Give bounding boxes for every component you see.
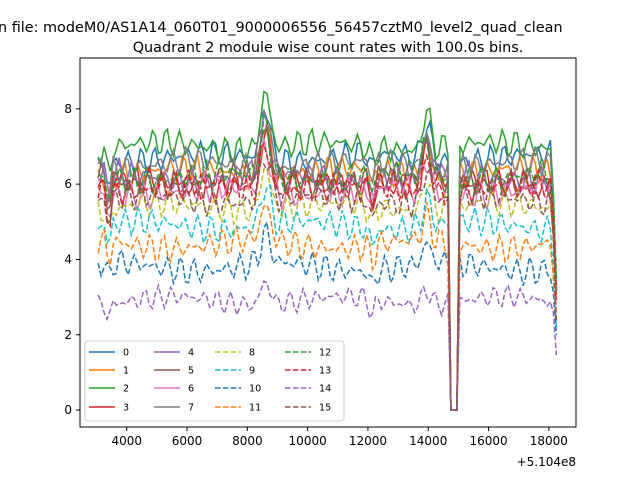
figure-suptitle: n file: modeM0/AS1A14_060T01_9000006556_… [0,20,563,36]
x-offset-label: +5.104e8 [517,455,576,469]
legend-label-13: 13 [319,366,331,377]
x-tick-label: 10000 [289,434,327,448]
legend-label-10: 10 [249,384,261,395]
x-tick-label: 4000 [111,434,142,448]
series-line-12 [97,113,558,411]
legend-label-11: 11 [249,403,261,414]
series-line-10 [97,219,558,411]
y-tick-label: 6 [64,177,72,191]
legend-label-2: 2 [123,384,129,395]
legend-label-4: 4 [188,348,194,359]
series-line-13 [97,142,558,411]
x-tick-label: 16000 [469,434,507,448]
y-tick-label: 8 [64,102,72,116]
series-line-14 [97,279,558,411]
legend-label-7: 7 [188,403,194,414]
legend-label-12: 12 [319,348,331,359]
legend-label-0: 0 [123,348,129,359]
x-tick-label: 8000 [232,434,263,448]
y-axis: 0 2 4 6 8 [64,102,80,417]
legend-label-6: 6 [188,384,194,395]
x-tick-label: 14000 [409,434,447,448]
chart-title: Quadrant 2 module wise count rates with … [133,40,524,56]
x-tick-label: 12000 [349,434,387,448]
x-tick-label: 6000 [172,434,203,448]
legend-label-1: 1 [123,366,129,377]
plot-area [97,90,558,411]
legend-label-15: 15 [319,403,331,414]
y-tick-label: 2 [64,328,72,342]
series-line-15 [97,160,558,411]
legend-box [84,340,345,422]
legend-label-14: 14 [319,384,331,395]
legend-label-3: 3 [123,403,129,414]
series-line-8 [97,168,558,411]
series-line-7 [97,126,558,411]
y-tick-label: 4 [64,252,72,266]
axes-frame [79,57,577,428]
legend-label-9: 9 [249,366,255,377]
x-tick-label: 18000 [530,434,568,448]
legend-label-8: 8 [249,348,255,359]
x-axis: 4000 6000 8000 10000 12000 14000 16000 18000 [111,427,568,448]
legend-label-5: 5 [188,366,194,377]
series-line-11 [97,201,558,411]
y-tick-label: 0 [64,403,72,417]
